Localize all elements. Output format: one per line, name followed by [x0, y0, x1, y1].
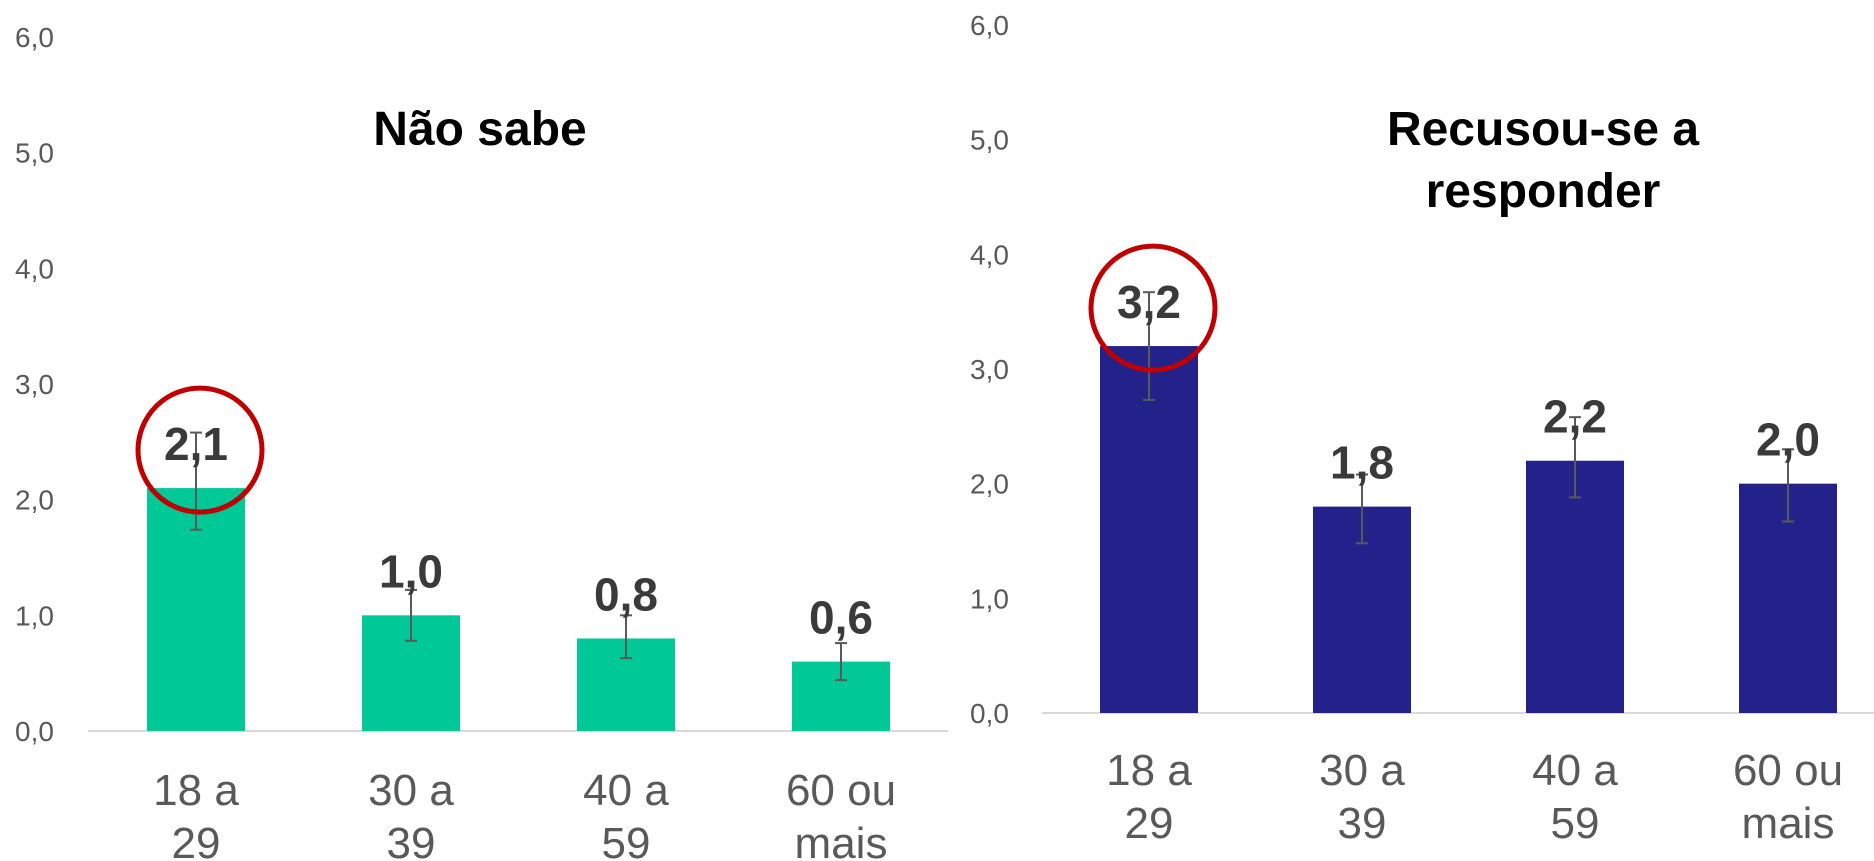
chart1-data-label: 0,8	[594, 568, 658, 620]
chart1-y-tick-label: 0,0	[15, 716, 54, 747]
chart2-category-label: 18 a 29	[1106, 746, 1192, 848]
chart2-bar	[1100, 346, 1198, 713]
chart2-y-tick-label: 4,0	[970, 239, 1009, 270]
chart2-y-tick-label: 2,0	[970, 469, 1009, 500]
chart2-data-label: 1,8	[1330, 437, 1394, 489]
chart1-title: Não sabe	[373, 103, 586, 156]
chart2-data-label: 2,0	[1756, 414, 1820, 466]
chart2-data-label: 2,2	[1543, 391, 1607, 443]
chart1-y-tick-label: 3,0	[15, 369, 54, 400]
chart2-y-tick-label: 6,0	[970, 10, 1009, 41]
chart2-y-tick-label: 0,0	[970, 698, 1009, 729]
chart2-y-tick-label: 5,0	[970, 125, 1009, 156]
chart2-title: Recusou-se a responder	[1387, 103, 1699, 218]
chart1-category-label: 30 a 39	[368, 766, 454, 861]
chart2-category-label: 60 ou mais	[1733, 746, 1843, 848]
chart1-y-tick-label: 5,0	[15, 138, 54, 169]
chart2-category-label: 40 a 59	[1532, 746, 1618, 848]
chart2-y-tick-label: 1,0	[970, 583, 1009, 614]
chart2-highlight-circle	[1088, 243, 1218, 373]
chart1-data-label: 2,1	[164, 418, 228, 470]
chart2-y-tick-label: 3,0	[970, 354, 1009, 385]
chart2-category-label: 30 a 39	[1319, 746, 1405, 848]
chart1-highlight-circle	[135, 385, 265, 515]
chart2-data-label: 3,2	[1117, 276, 1181, 328]
chart1-category-label: 18 a 29	[153, 766, 239, 861]
chart1-y-tick-label: 6,0	[15, 22, 54, 53]
chart1-category-label: 40 a 59	[583, 766, 669, 861]
chart1-y-tick-label: 4,0	[15, 253, 54, 284]
chart1-data-label: 1,0	[379, 545, 443, 597]
chart1-data-label: 0,6	[809, 592, 873, 644]
chart1-category-label: 60 ou mais	[786, 766, 896, 861]
chart1-y-tick-label: 2,0	[15, 485, 54, 516]
chart2-bar	[1526, 460, 1624, 713]
chart1-y-tick-label: 1,0	[15, 600, 54, 631]
